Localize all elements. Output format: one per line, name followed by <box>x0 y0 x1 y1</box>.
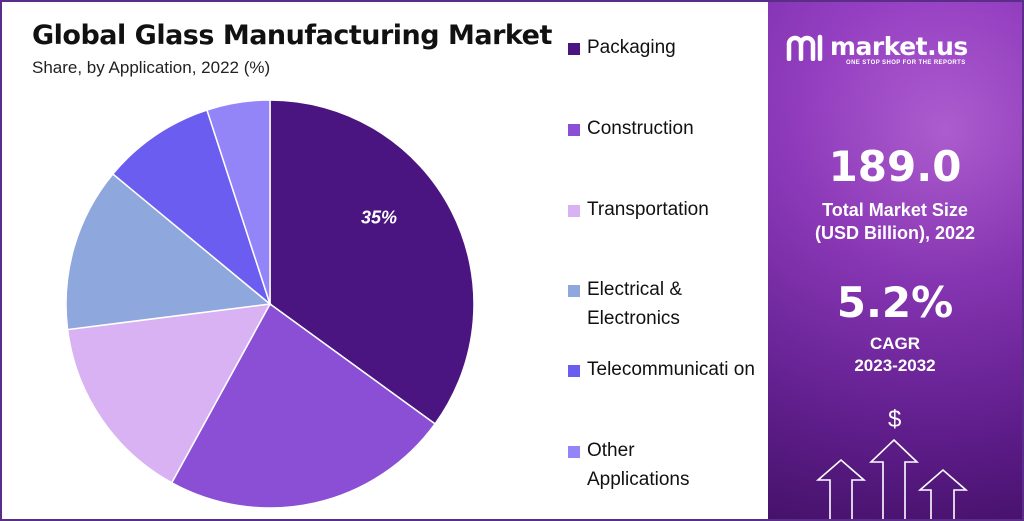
legend-swatch <box>568 124 580 136</box>
chart-panel: Global Glass Manufacturing Market Share,… <box>2 2 766 517</box>
legend-label: Construction <box>587 118 694 139</box>
legend-swatch <box>568 285 580 297</box>
legend-item-construction: Construction <box>568 118 762 143</box>
market-size-label-2: (USD Billion), 2022 <box>814 223 976 243</box>
legend-swatch <box>568 205 580 217</box>
brand-name: market.us <box>830 32 968 61</box>
pie-slice-telecommunication <box>111 109 272 307</box>
legend-item-electrical: Electrical & Electronics <box>568 279 707 333</box>
brand-tagline: ONE STOP SHOP FOR THE REPORTS <box>846 60 966 66</box>
market-us-logo-icon <box>786 34 823 61</box>
cagr-value: 5.2% <box>836 278 954 327</box>
market-size-label-1: Total Market Size <box>822 200 968 220</box>
dollar-icon: $ <box>888 406 902 433</box>
legend-item-transportation: Transportation <box>568 199 762 224</box>
legend-item-telecommunication: Telecommunicati on <box>568 359 762 384</box>
growth-arrows-icon <box>815 438 969 519</box>
pie-slice-construction <box>170 302 437 509</box>
legend-swatch <box>568 43 580 55</box>
legend-swatch <box>568 365 580 377</box>
legend-label: Other Applications <box>587 440 690 490</box>
legend-item-other: Other Applications <box>568 440 717 494</box>
legend-label: Telecommunicati on <box>587 359 755 380</box>
stats-panel: market.us ONE STOP SHOP FOR THE REPORTS … <box>768 2 1022 519</box>
cagr-label: CAGR <box>869 334 921 353</box>
chart-subtitle: Share, by Application, 2022 (%) <box>32 58 271 77</box>
pie-data-label: 35% <box>361 207 397 227</box>
chart-title: Global Glass Manufacturing Market <box>32 20 552 51</box>
legend-label: Packaging <box>587 37 676 58</box>
pie-slice-electrical-electronics <box>65 172 272 331</box>
pie-chart: 35% <box>65 99 475 509</box>
pie-slice-transportation <box>66 303 272 484</box>
legend-swatch <box>568 446 580 458</box>
pie-slice-packaging <box>269 99 475 425</box>
legend-label: Electrical & Electronics <box>587 279 683 329</box>
cagr-period: 2023-2032 <box>854 356 936 375</box>
legend-label: Transportation <box>587 199 709 220</box>
market-size-value: 189.0 <box>828 142 962 191</box>
chart-legend: Packaging Construction Transportation El… <box>568 2 768 517</box>
pie-slice-other-applications <box>206 99 271 305</box>
brand-logo: market.us <box>786 32 968 61</box>
legend-item-packaging: Packaging <box>568 37 762 62</box>
